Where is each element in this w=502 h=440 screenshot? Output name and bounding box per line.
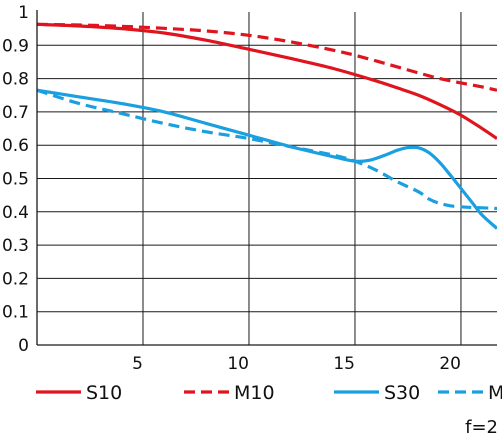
legend-label-s10: S10 bbox=[86, 382, 122, 404]
y-tick-label: 0.6 bbox=[2, 136, 29, 156]
legend-label-m30: M30 bbox=[488, 382, 502, 404]
series-line-s10 bbox=[37, 22, 497, 140]
y-tick-label: 0.1 bbox=[2, 303, 29, 323]
x-tick-label: 10 bbox=[227, 354, 249, 374]
series-layer bbox=[37, 22, 497, 230]
y-tick-label: 0.5 bbox=[2, 170, 29, 190]
x-tick-labels: 5 10 15 20 bbox=[132, 354, 461, 374]
y-tick-label: 0.9 bbox=[2, 36, 29, 56]
x-tick-label: 5 bbox=[132, 354, 143, 374]
legend-item-m10: M10 bbox=[184, 382, 275, 404]
plot-frame bbox=[36, 10, 497, 346]
grid-lines bbox=[37, 12, 497, 345]
legend-item-s10: S10 bbox=[36, 382, 122, 404]
legend-item-m30: M30 bbox=[438, 382, 502, 404]
y-tick-labels: 0 0.1 0.2 0.3 0.4 0.5 0.6 0.7 0.8 0.9 1 bbox=[2, 3, 29, 356]
y-tick-label: 0.2 bbox=[2, 269, 29, 289]
legend: S10 M10 S30 M30 bbox=[36, 382, 502, 404]
series-line-m30 bbox=[37, 88, 497, 211]
y-tick-label: 0 bbox=[18, 336, 29, 356]
legend-item-s30: S30 bbox=[334, 382, 420, 404]
legend-label-m10: M10 bbox=[234, 382, 275, 404]
y-tick-label: 0.7 bbox=[2, 103, 29, 123]
legend-label-s30: S30 bbox=[384, 382, 420, 404]
series-line-m10 bbox=[37, 22, 497, 92]
x-tick-label: 20 bbox=[439, 354, 461, 374]
y-tick-label: 0.3 bbox=[2, 236, 29, 256]
y-tick-label: 1 bbox=[18, 3, 29, 23]
y-tick-label: 0.4 bbox=[2, 203, 29, 223]
x-tick-label: 15 bbox=[333, 354, 355, 374]
y-tick-label: 0.8 bbox=[2, 70, 29, 90]
aperture-note: f=2 bbox=[465, 417, 498, 438]
series-line-s30 bbox=[37, 88, 497, 230]
